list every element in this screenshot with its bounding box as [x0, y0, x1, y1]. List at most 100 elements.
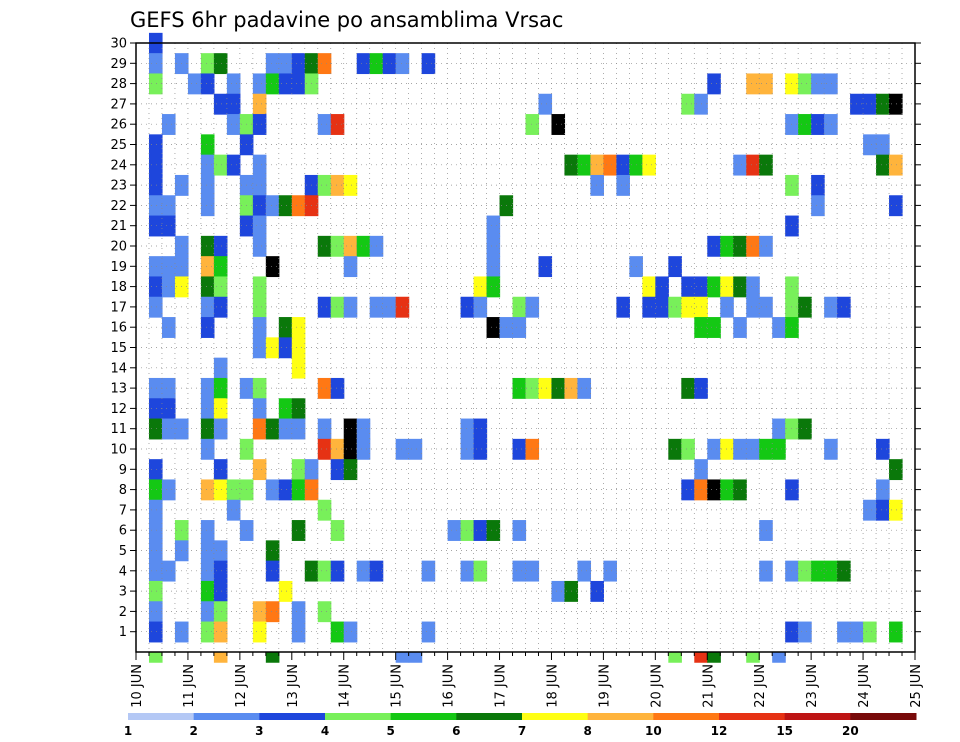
heatmap-cell: [889, 154, 903, 176]
heatmap-cell: [213, 377, 228, 399]
heatmap-cell: [876, 499, 890, 521]
chart-title: GEFS 6hr padavine po ansamblima Vrsac: [130, 8, 563, 32]
heatmap-cell: [707, 438, 721, 460]
y-tick-label: 9: [119, 463, 127, 478]
heatmap-cell: [226, 114, 241, 135]
colorbar-label: 1: [124, 724, 132, 738]
heatmap-cell: [213, 256, 228, 278]
heatmap-cell: [213, 53, 228, 75]
heatmap-cell: [252, 235, 267, 257]
heatmap-cell: [356, 235, 371, 257]
y-tick-label: 2: [119, 605, 127, 620]
heatmap-cell: [759, 73, 773, 95]
heatmap-cell: [161, 256, 176, 278]
heatmap-cell: [265, 53, 280, 75]
colorbar-segment: [522, 713, 589, 720]
heatmap-cell: [473, 296, 488, 318]
heatmap-cell: [798, 296, 812, 318]
heatmap-cell: [395, 652, 410, 663]
heatmap-cell: [200, 53, 215, 75]
heatmap-cell: [200, 601, 215, 623]
heatmap-cell: [148, 215, 163, 237]
heatmap-cell: [200, 438, 215, 460]
heatmap-cell: [668, 652, 682, 663]
heatmap-cell: [291, 337, 306, 359]
heatmap-cell: [486, 317, 501, 338]
heatmap-cell: [213, 398, 228, 420]
x-tick-label: 12 JUN: [234, 664, 249, 708]
heatmap-cell: [538, 377, 553, 399]
heatmap-cell: [837, 560, 851, 582]
heatmap-cell: [200, 580, 215, 602]
y-tick-label: 28: [110, 77, 127, 92]
heatmap-cell: [889, 499, 903, 521]
heatmap-cell: [876, 154, 890, 176]
y-axis: 1234567891011121314151617181920212223242…: [110, 37, 921, 640]
heatmap-cell: [759, 235, 773, 257]
heatmap-cell: [330, 560, 345, 582]
heatmap-cell: [616, 174, 630, 196]
heatmap-cell: [330, 174, 345, 196]
heatmap-cell: [590, 154, 604, 176]
heatmap-cell: [707, 317, 721, 338]
heatmap-cell: [148, 256, 163, 278]
heatmap-cell: [525, 377, 540, 399]
heatmap-cell: [252, 154, 267, 176]
y-tick-label: 20: [110, 240, 127, 255]
colorbar-segment: [390, 713, 457, 720]
y-tick-label: 13: [110, 382, 127, 397]
heatmap-cell: [889, 195, 903, 217]
heatmap-cell: [525, 560, 540, 582]
heatmap-cell: [343, 256, 358, 278]
heatmap-cell: [720, 438, 734, 460]
y-tick-label: 21: [110, 219, 127, 234]
y-tick-label: 18: [110, 280, 127, 295]
heatmap-cell: [889, 93, 903, 115]
heatmap-cell: [278, 479, 293, 501]
heatmap-cell: [746, 276, 760, 298]
heatmap-cell: [733, 154, 747, 176]
heatmap-cell: [668, 296, 682, 318]
heatmap-cell: [278, 580, 293, 602]
heatmap-cell: [148, 418, 163, 440]
heatmap-cell: [863, 93, 877, 115]
heatmap-cell: [161, 114, 176, 135]
colorbar-label: 8: [583, 724, 591, 738]
heatmap-cell: [460, 520, 475, 541]
heatmap-cell: [200, 520, 215, 541]
heatmap-cell: [746, 73, 760, 95]
heatmap-cell: [200, 398, 215, 420]
heatmap-cell: [681, 377, 695, 399]
heatmap-cell: [863, 134, 877, 156]
heatmap-cell: [759, 520, 773, 541]
y-tick-label: 3: [119, 585, 127, 600]
heatmap-cell: [616, 296, 630, 318]
heatmap-cell: [291, 53, 306, 75]
colorbar-segment: [456, 713, 523, 720]
heatmap-cell: [512, 520, 527, 541]
heatmap-cell: [772, 438, 786, 460]
heatmap-cell: [200, 134, 215, 156]
heatmap-cell: [200, 621, 215, 643]
heatmap-cell: [200, 418, 215, 440]
heatmap-cell: [161, 418, 176, 440]
heatmap-cell: [421, 560, 436, 582]
heatmap-cell: [551, 580, 566, 602]
heatmap-cell: [512, 296, 527, 318]
heatmap-cell: [252, 398, 267, 420]
heatmap-cell: [252, 459, 267, 481]
x-tick-label: 23 JUN: [805, 664, 820, 708]
heatmap-cell: [226, 479, 241, 501]
heatmap-cell: [681, 479, 695, 501]
heatmap-cell: [733, 276, 747, 298]
heatmap-cell: [278, 337, 293, 359]
heatmap-cell: [330, 621, 345, 643]
heatmap-cell: [161, 560, 176, 582]
heatmap-cell: [200, 296, 215, 318]
heatmap-cell: [746, 438, 760, 460]
y-tick-label: 24: [110, 158, 127, 173]
heatmap-cell: [252, 215, 267, 237]
heatmap-cell: [317, 601, 332, 623]
heatmap-cell: [486, 520, 501, 541]
